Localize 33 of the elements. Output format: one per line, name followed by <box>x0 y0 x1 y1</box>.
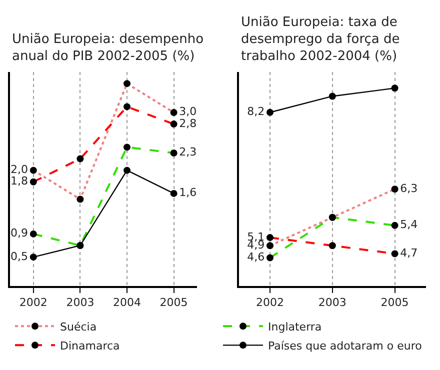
chart-title: União Europeia: taxa de desemprego da força de trabalho 2002-2004 (%) <box>241 15 400 64</box>
x-tick-label: 2003 <box>66 296 94 310</box>
data-label: 5,1 <box>247 230 265 244</box>
point <box>328 92 336 100</box>
data-label: 4,6 <box>247 250 265 264</box>
data-label: 8,2 <box>247 105 265 118</box>
data-label: 5,4 <box>400 218 418 232</box>
data-label: 2,8 <box>179 116 197 130</box>
chart-title: União Europeia: desempenho anual do PIB 2002-2005 (%) <box>12 32 204 64</box>
legend-label: Dinamarca <box>60 339 120 352</box>
legend-label: Países que adotaram o euro <box>268 339 422 352</box>
data-label: 1,6 <box>179 186 197 200</box>
legend-label: Suécia <box>60 320 97 334</box>
data-label: 2,3 <box>179 146 197 159</box>
x-tick-label: 2002 <box>19 296 48 310</box>
point <box>266 108 274 116</box>
x-tick-label: 2003 <box>318 296 346 310</box>
point <box>30 254 37 261</box>
data-label: 1,8 <box>10 174 28 188</box>
x-tick-label: 2005 <box>380 296 409 310</box>
point <box>391 84 398 92</box>
data-label: 3,0 <box>179 105 197 118</box>
legend-label: Inglaterra <box>268 320 322 334</box>
point <box>124 166 130 174</box>
data-label: 6,3 <box>400 182 418 195</box>
x-tick-label: 2002 <box>256 296 284 310</box>
x-tick-label: 2004 <box>113 296 141 310</box>
data-label: 4,7 <box>400 246 418 260</box>
data-label: 0,9 <box>10 226 28 240</box>
data-label: 2,0 <box>10 163 28 176</box>
data-label: 0,5 <box>10 250 28 263</box>
point <box>170 190 178 197</box>
x-tick-label: 2005 <box>160 296 188 310</box>
